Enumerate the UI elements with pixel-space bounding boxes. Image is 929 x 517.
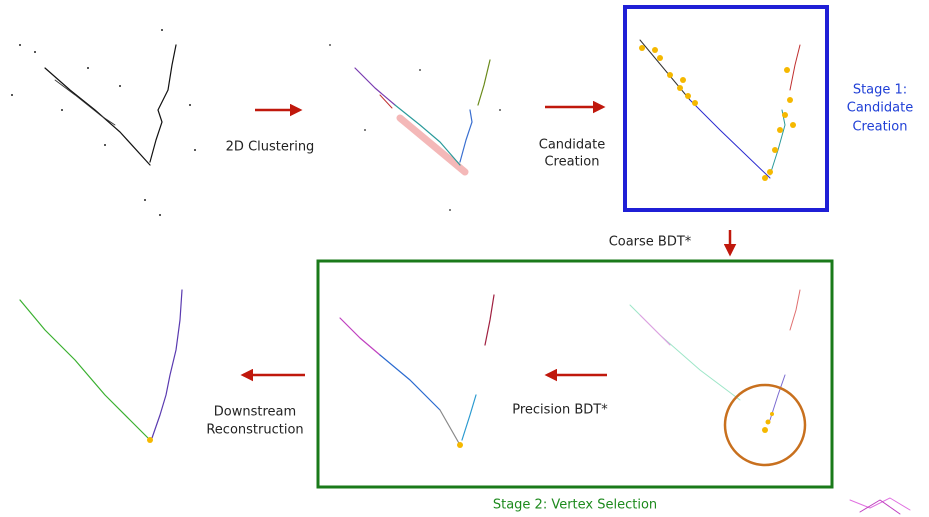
page: {"labels": { "clustering": "2D Clusterin… [0,0,929,517]
event-display-raw [11,29,196,216]
step-label: Downstream [214,405,296,420]
step-label: Precision BDT* [512,403,608,418]
stage-label: Candidate [847,101,913,116]
stage-label: Stage 1: [853,83,907,98]
stage-label: Creation [852,120,907,135]
event-display-reconstructed [20,290,182,443]
corner-thumbnail [850,498,910,514]
event-display-coarse [630,290,805,465]
step-label: Creation [544,155,599,170]
step-label: 2D Clustering [226,140,315,155]
event-display-clusters [329,44,501,211]
step-label: Reconstruction [206,423,303,438]
step-label: Candidate [539,138,605,153]
stage1-box [625,7,827,210]
event-display-precision [340,295,494,448]
stage-label: Stage 2: Vertex Selection [493,498,657,513]
diagram: 2D Clustering Candidate Creation Stage 1… [0,0,929,517]
event-display-candidates [639,40,800,181]
step-label: Coarse BDT* [609,235,692,250]
